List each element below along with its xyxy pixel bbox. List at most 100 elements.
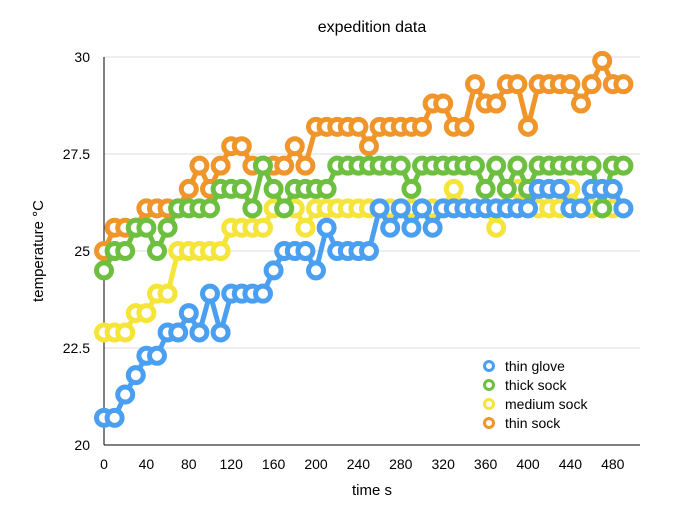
legend-label: medium sock <box>505 396 588 412</box>
x-tick-label: 0 <box>100 456 108 472</box>
data-point <box>94 260 114 281</box>
data-point <box>613 155 634 176</box>
data-point <box>507 155 528 176</box>
data-point <box>295 217 316 238</box>
data-point <box>253 155 273 176</box>
y-tick-label: 30 <box>74 49 90 65</box>
data-point <box>189 155 210 176</box>
data-point <box>465 155 485 176</box>
data-point <box>274 155 295 176</box>
data-point <box>115 384 136 405</box>
data-point <box>253 217 273 238</box>
data-point <box>454 116 475 137</box>
data-point <box>486 217 507 238</box>
data-point <box>518 198 538 219</box>
legend-marker <box>483 379 495 391</box>
data-point <box>231 136 252 157</box>
data-point <box>390 155 411 176</box>
data-point <box>486 155 507 176</box>
x-axis-title: time s <box>352 482 392 499</box>
legend-label: thick sock <box>505 377 567 393</box>
data-point <box>210 155 231 176</box>
data-point <box>210 241 231 261</box>
data-point <box>189 322 210 343</box>
data-point <box>475 178 496 199</box>
series-thin-glove <box>94 178 634 428</box>
data-point <box>157 283 178 304</box>
data-point <box>316 178 337 199</box>
x-tick-label: 360 <box>474 456 498 472</box>
series-thick-sock <box>94 155 634 281</box>
data-point <box>507 74 528 95</box>
data-point <box>157 217 178 238</box>
data-point <box>242 198 263 219</box>
data-point <box>295 155 316 176</box>
data-point <box>592 198 613 219</box>
data-point <box>496 178 517 199</box>
series <box>94 50 634 428</box>
data-point <box>401 217 422 238</box>
data-point <box>412 116 432 137</box>
data-point <box>253 283 273 304</box>
legend-item: thin sock <box>483 415 561 431</box>
data-point <box>125 365 146 386</box>
data-point <box>295 241 316 261</box>
data-point <box>549 178 570 199</box>
data-point <box>486 93 507 114</box>
legend-marker <box>483 360 495 372</box>
data-point <box>592 50 613 71</box>
data-point <box>380 217 401 238</box>
data-point <box>401 178 422 199</box>
data-point <box>200 198 220 219</box>
data-point <box>178 303 199 324</box>
y-tick-label: 25 <box>74 243 90 259</box>
data-point <box>263 260 284 281</box>
x-tick-label: 40 <box>139 456 155 472</box>
data-point <box>263 178 284 199</box>
legend-label: thin sock <box>505 415 561 431</box>
data-point <box>359 241 379 261</box>
data-point <box>613 198 634 219</box>
data-point <box>231 178 252 199</box>
data-point <box>359 136 379 157</box>
x-tick-label: 160 <box>262 456 286 472</box>
chart-title: expedition data <box>318 19 427 36</box>
data-point <box>168 322 189 343</box>
data-point <box>581 74 602 95</box>
data-point <box>147 345 167 366</box>
x-tick-label: 280 <box>389 456 413 472</box>
data-point <box>422 217 443 238</box>
data-point <box>115 322 136 343</box>
data-point <box>178 178 199 199</box>
data-point <box>443 178 464 199</box>
data-point <box>306 260 326 281</box>
data-point <box>200 283 220 304</box>
x-tick-label: 80 <box>181 456 197 472</box>
x-tick-label: 400 <box>516 456 540 472</box>
data-point <box>571 198 591 219</box>
data-point <box>369 198 390 219</box>
data-point <box>104 407 125 428</box>
x-tick-label: 200 <box>304 456 328 472</box>
y-tick-labels: 20 22.5 25 27.5 30 <box>63 49 90 453</box>
y-axis-title: temperature °C <box>30 200 47 302</box>
data-point <box>518 116 538 137</box>
data-point <box>571 93 591 114</box>
x-tick-label: 240 <box>347 456 371 472</box>
x-tick-label: 480 <box>601 456 625 472</box>
legend-label: thin glove <box>505 358 565 374</box>
data-point <box>316 217 337 238</box>
y-tick-label: 20 <box>74 437 90 453</box>
x-tick-labels: 0 40 80 120 160 200 240 280 320 360 400 440 480 <box>100 456 625 472</box>
series-thin-sock <box>94 50 634 261</box>
legend-item: medium sock <box>483 396 588 412</box>
data-point <box>412 198 432 219</box>
legend-item: thin glove <box>483 358 565 374</box>
x-tick-label: 440 <box>559 456 583 472</box>
data-point <box>465 74 485 95</box>
legend-marker <box>483 417 495 429</box>
data-point <box>390 198 411 219</box>
data-point <box>136 217 157 238</box>
